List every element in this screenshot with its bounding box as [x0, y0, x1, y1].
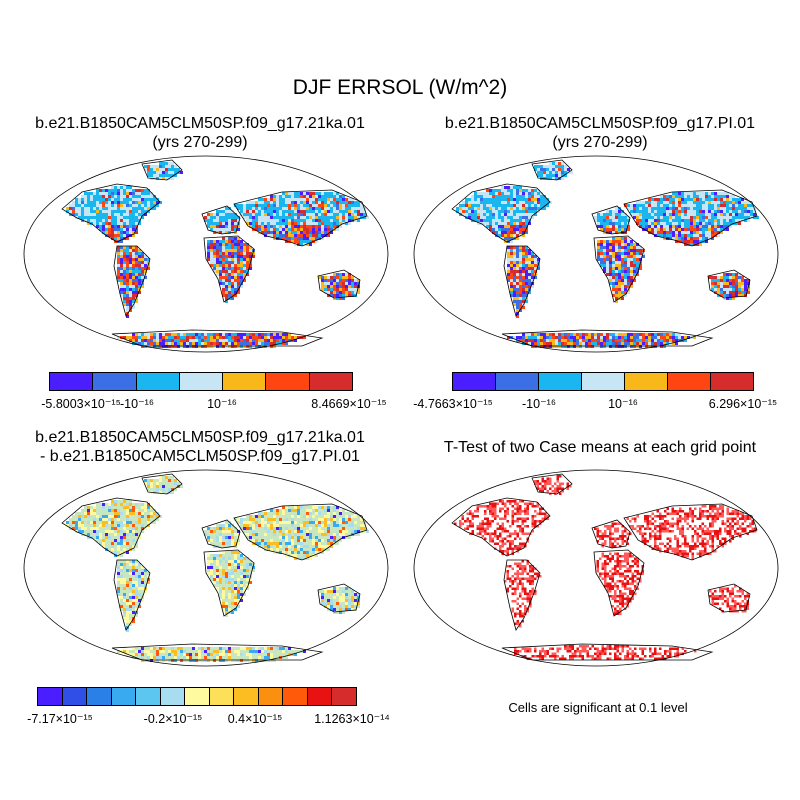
- colorbar-swatch: [234, 688, 259, 705]
- colorbar-3-label-min: -7.17×10⁻¹⁵: [27, 712, 93, 726]
- map-boundary: [23, 155, 389, 353]
- colorbar-swatch: [38, 688, 63, 705]
- colorbar-2-label-min: -4.7663×10⁻¹⁵: [413, 397, 493, 411]
- colorbar-1-label-2: -10⁻¹⁶: [120, 397, 154, 411]
- map-panel-pi: [413, 155, 779, 353]
- colorbar-swatch: [223, 373, 267, 390]
- map-field: [454, 475, 757, 660]
- panel-1-title-line1: b.e21.B1850CAM5CLM50SP.f09_g17.21ka.01: [35, 115, 365, 132]
- coastline: [141, 159, 183, 181]
- coastline: [623, 189, 758, 247]
- colorbar-3: [37, 687, 357, 706]
- colorbar-swatch: [582, 373, 625, 390]
- colorbar-swatch: [496, 373, 539, 390]
- map-panel-ttest: [413, 469, 779, 667]
- coastline: [203, 235, 255, 303]
- coastline: [451, 183, 551, 243]
- coastline: [203, 549, 255, 617]
- map-boundary: [413, 155, 779, 353]
- significance-note: Cells are significant at 0.1 level: [508, 700, 688, 715]
- colorbar-swatch: [87, 688, 112, 705]
- colorbar-2-label-max: 6.296×10⁻¹⁵: [708, 397, 778, 411]
- colorbar-swatch: [625, 373, 668, 390]
- coastline: [531, 473, 573, 495]
- coastline: [141, 473, 183, 495]
- colorbar-swatch: [266, 373, 310, 390]
- coastline: [623, 503, 758, 561]
- colorbar-swatch: [62, 688, 88, 705]
- colorbar-swatch: [453, 373, 496, 390]
- map-panel-21ka: [23, 155, 389, 353]
- colorbar-swatch: [539, 373, 582, 390]
- colorbar-swatch: [179, 373, 224, 390]
- colorbar-2-label-2: -10⁻¹⁶: [522, 397, 556, 411]
- coastline: [593, 235, 645, 303]
- panel-4-title-line1: T-Test of two Case means at each grid po…: [443, 439, 757, 456]
- coastline: [503, 559, 541, 631]
- colorbar-3-label-max: 1.1263×10⁻¹⁴: [314, 712, 390, 726]
- colorbar-swatch: [258, 688, 284, 705]
- coastline: [317, 583, 361, 613]
- colorbar-1-label-3: 10⁻¹⁶: [207, 397, 237, 411]
- colorbar-1-label-min: -5.8003×10⁻¹⁵: [41, 397, 121, 411]
- panel-2-title-line2: (yrs 270-299): [552, 134, 648, 151]
- panel-2-title: b.e21.B1850CAM5CLM50SP.f09_g17.PI.01 (yr…: [400, 114, 800, 152]
- coastline: [503, 245, 541, 317]
- coastline: [201, 205, 241, 235]
- colorbar-2: [452, 372, 754, 391]
- map-field: [66, 162, 369, 348]
- coastline: [113, 559, 151, 631]
- map-field: [66, 476, 369, 662]
- map-boundary: [413, 469, 779, 667]
- colorbar-2-label-3: 10⁻¹⁶: [608, 397, 638, 411]
- coastline: [707, 583, 751, 613]
- colorbar-1-label-max: 8.4669×10⁻¹⁵: [311, 397, 387, 411]
- panel-3-title: b.e21.B1850CAM5CLM50SP.f09_g17.21ka.01 -…: [0, 428, 400, 466]
- panel-4-title: T-Test of two Case means at each grid po…: [400, 438, 800, 457]
- colorbar-3-label-3: 0.4×10⁻¹⁵: [227, 712, 283, 726]
- colorbar-swatch: [309, 373, 352, 390]
- colorbar-swatch: [160, 688, 186, 705]
- coastline: [317, 269, 361, 299]
- colorbar-swatch: [307, 688, 333, 705]
- colorbar-swatch: [332, 688, 356, 705]
- coastline: [591, 205, 631, 235]
- colorbar-swatch: [111, 688, 137, 705]
- coastline: [201, 519, 241, 549]
- colorbar-swatch: [93, 373, 137, 390]
- colorbar-swatch: [185, 688, 210, 705]
- coastline: [531, 159, 573, 181]
- colorbar-swatch: [711, 373, 753, 390]
- colorbar-swatch: [283, 688, 308, 705]
- panel-1-title-line2: (yrs 270-299): [152, 134, 248, 151]
- map-panel-difference: [23, 469, 389, 667]
- colorbar-swatch: [209, 688, 235, 705]
- colorbar-swatch: [136, 373, 180, 390]
- colorbar-1: [49, 372, 353, 391]
- colorbar-swatch: [668, 373, 711, 390]
- coastline: [233, 503, 368, 561]
- panel-3-title-line1: b.e21.B1850CAM5CLM50SP.f09_g17.21ka.01: [35, 429, 365, 446]
- colorbar-swatch: [136, 688, 161, 705]
- panel-3-title-line2: - b.e21.B1850CAM5CLM50SP.f09_g17.PI.01: [40, 448, 360, 465]
- colorbar-3-label-2: -0.2×10⁻¹⁵: [143, 712, 203, 726]
- coastline: [451, 497, 551, 557]
- coastline: [233, 189, 368, 247]
- coastline: [591, 519, 631, 549]
- colorbar-swatch: [50, 373, 94, 390]
- panel-1-title: b.e21.B1850CAM5CLM50SP.f09_g17.21ka.01 (…: [0, 114, 400, 152]
- figure-title: DJF ERRSOL (W/m^2): [292, 76, 508, 99]
- map-field: [456, 162, 759, 348]
- map-boundary: [23, 469, 389, 667]
- coastline: [61, 497, 161, 557]
- panel-2-title-line1: b.e21.B1850CAM5CLM50SP.f09_g17.PI.01: [444, 115, 756, 132]
- coastline: [61, 183, 161, 243]
- coastline: [707, 269, 751, 299]
- coastline: [113, 245, 151, 317]
- coastline: [593, 549, 645, 617]
